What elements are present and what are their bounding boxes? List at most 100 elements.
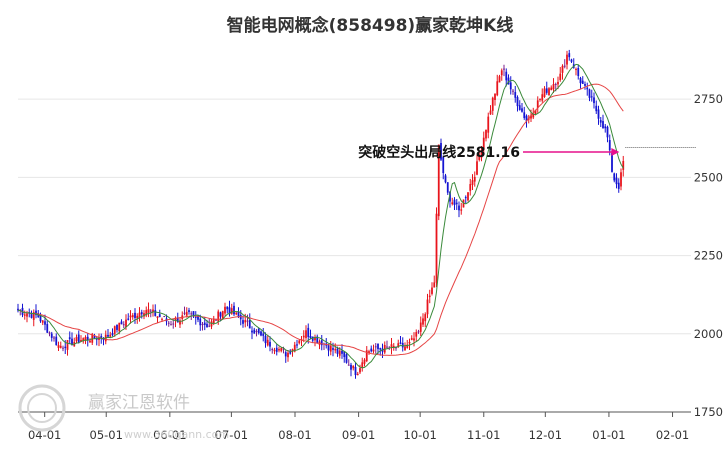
candle-body	[41, 320, 44, 323]
candle	[248, 313, 251, 329]
candle-body	[75, 337, 78, 342]
candle-body	[482, 137, 485, 150]
candle-body	[390, 344, 393, 348]
candle	[498, 74, 501, 83]
candle	[548, 87, 550, 96]
candle-body	[120, 321, 123, 325]
candle-body	[579, 78, 582, 84]
candle-body	[158, 314, 161, 318]
candle-body	[473, 177, 476, 182]
candle	[408, 338, 411, 350]
candle	[140, 309, 143, 319]
candle-body	[260, 331, 262, 336]
candle-body	[476, 161, 478, 175]
candle-body	[536, 100, 539, 108]
candle	[167, 320, 170, 327]
candle	[437, 144, 440, 221]
candle-body	[208, 325, 211, 327]
candle	[444, 173, 447, 184]
candle	[370, 345, 373, 353]
candle-body	[599, 120, 602, 123]
candle-body	[401, 343, 404, 348]
candle-body	[62, 347, 64, 349]
candle	[291, 348, 294, 357]
candle	[257, 327, 260, 335]
candle-body	[86, 336, 89, 340]
candle-body	[185, 311, 188, 316]
candle-body	[251, 330, 253, 333]
candle	[251, 326, 253, 340]
candle	[577, 64, 580, 80]
candle	[374, 343, 377, 354]
candle	[327, 343, 330, 357]
candle-body	[372, 349, 375, 352]
candle-body	[138, 312, 141, 318]
candle-body	[604, 126, 607, 129]
candle-body	[469, 184, 472, 191]
candle-body	[237, 311, 240, 317]
candle-body	[206, 323, 208, 328]
candle-body	[523, 112, 526, 119]
candle-body	[170, 324, 172, 326]
candle-body	[460, 209, 463, 211]
candle	[426, 293, 429, 319]
candle-body	[590, 96, 593, 98]
candle	[273, 347, 276, 355]
candle-body	[453, 199, 456, 205]
candle	[147, 302, 150, 318]
candle-body	[559, 73, 562, 81]
candle-body	[525, 115, 528, 122]
candle	[365, 346, 368, 363]
candle	[287, 349, 289, 362]
candle	[89, 338, 91, 343]
candle-body	[361, 362, 364, 368]
candle-body	[100, 336, 103, 339]
candle-body	[577, 67, 580, 77]
candle	[503, 64, 505, 77]
candle	[363, 358, 366, 367]
candle	[458, 201, 460, 218]
candle	[622, 155, 625, 177]
candle-body	[570, 59, 573, 62]
candle-body	[140, 312, 143, 315]
candle	[509, 76, 512, 95]
candle-body	[408, 341, 411, 344]
candle	[361, 357, 364, 372]
candle	[419, 316, 422, 337]
candle-body	[284, 352, 287, 357]
candle-body	[212, 318, 215, 324]
candle	[599, 116, 602, 128]
candle	[620, 168, 622, 191]
candle-body	[611, 152, 613, 172]
candle-body	[201, 324, 204, 326]
candle	[539, 98, 541, 102]
candle	[500, 68, 503, 81]
candle-body	[116, 324, 118, 330]
candle	[489, 105, 492, 115]
candle-body	[550, 87, 553, 90]
candle	[255, 329, 258, 337]
candle-body	[503, 68, 505, 70]
x-tick-label: 08-01	[278, 428, 311, 442]
candle-body	[264, 336, 267, 344]
candle	[354, 362, 357, 379]
candle-body	[345, 354, 348, 363]
candle	[514, 85, 517, 103]
candle-body	[199, 318, 202, 326]
x-tick-label: 05-01	[90, 428, 123, 442]
candle	[473, 171, 476, 187]
candle	[300, 336, 303, 346]
grid	[18, 98, 691, 413]
candle	[464, 195, 467, 204]
candle	[50, 331, 53, 342]
candle	[433, 275, 436, 288]
candle	[163, 315, 166, 318]
candle-body	[584, 84, 586, 86]
candle	[617, 178, 620, 193]
candle-body	[471, 180, 474, 185]
candle	[170, 320, 172, 326]
y-tick-label: 2250	[694, 249, 723, 263]
candle	[521, 103, 523, 113]
candle-body	[602, 121, 604, 129]
candle-body	[262, 333, 265, 336]
